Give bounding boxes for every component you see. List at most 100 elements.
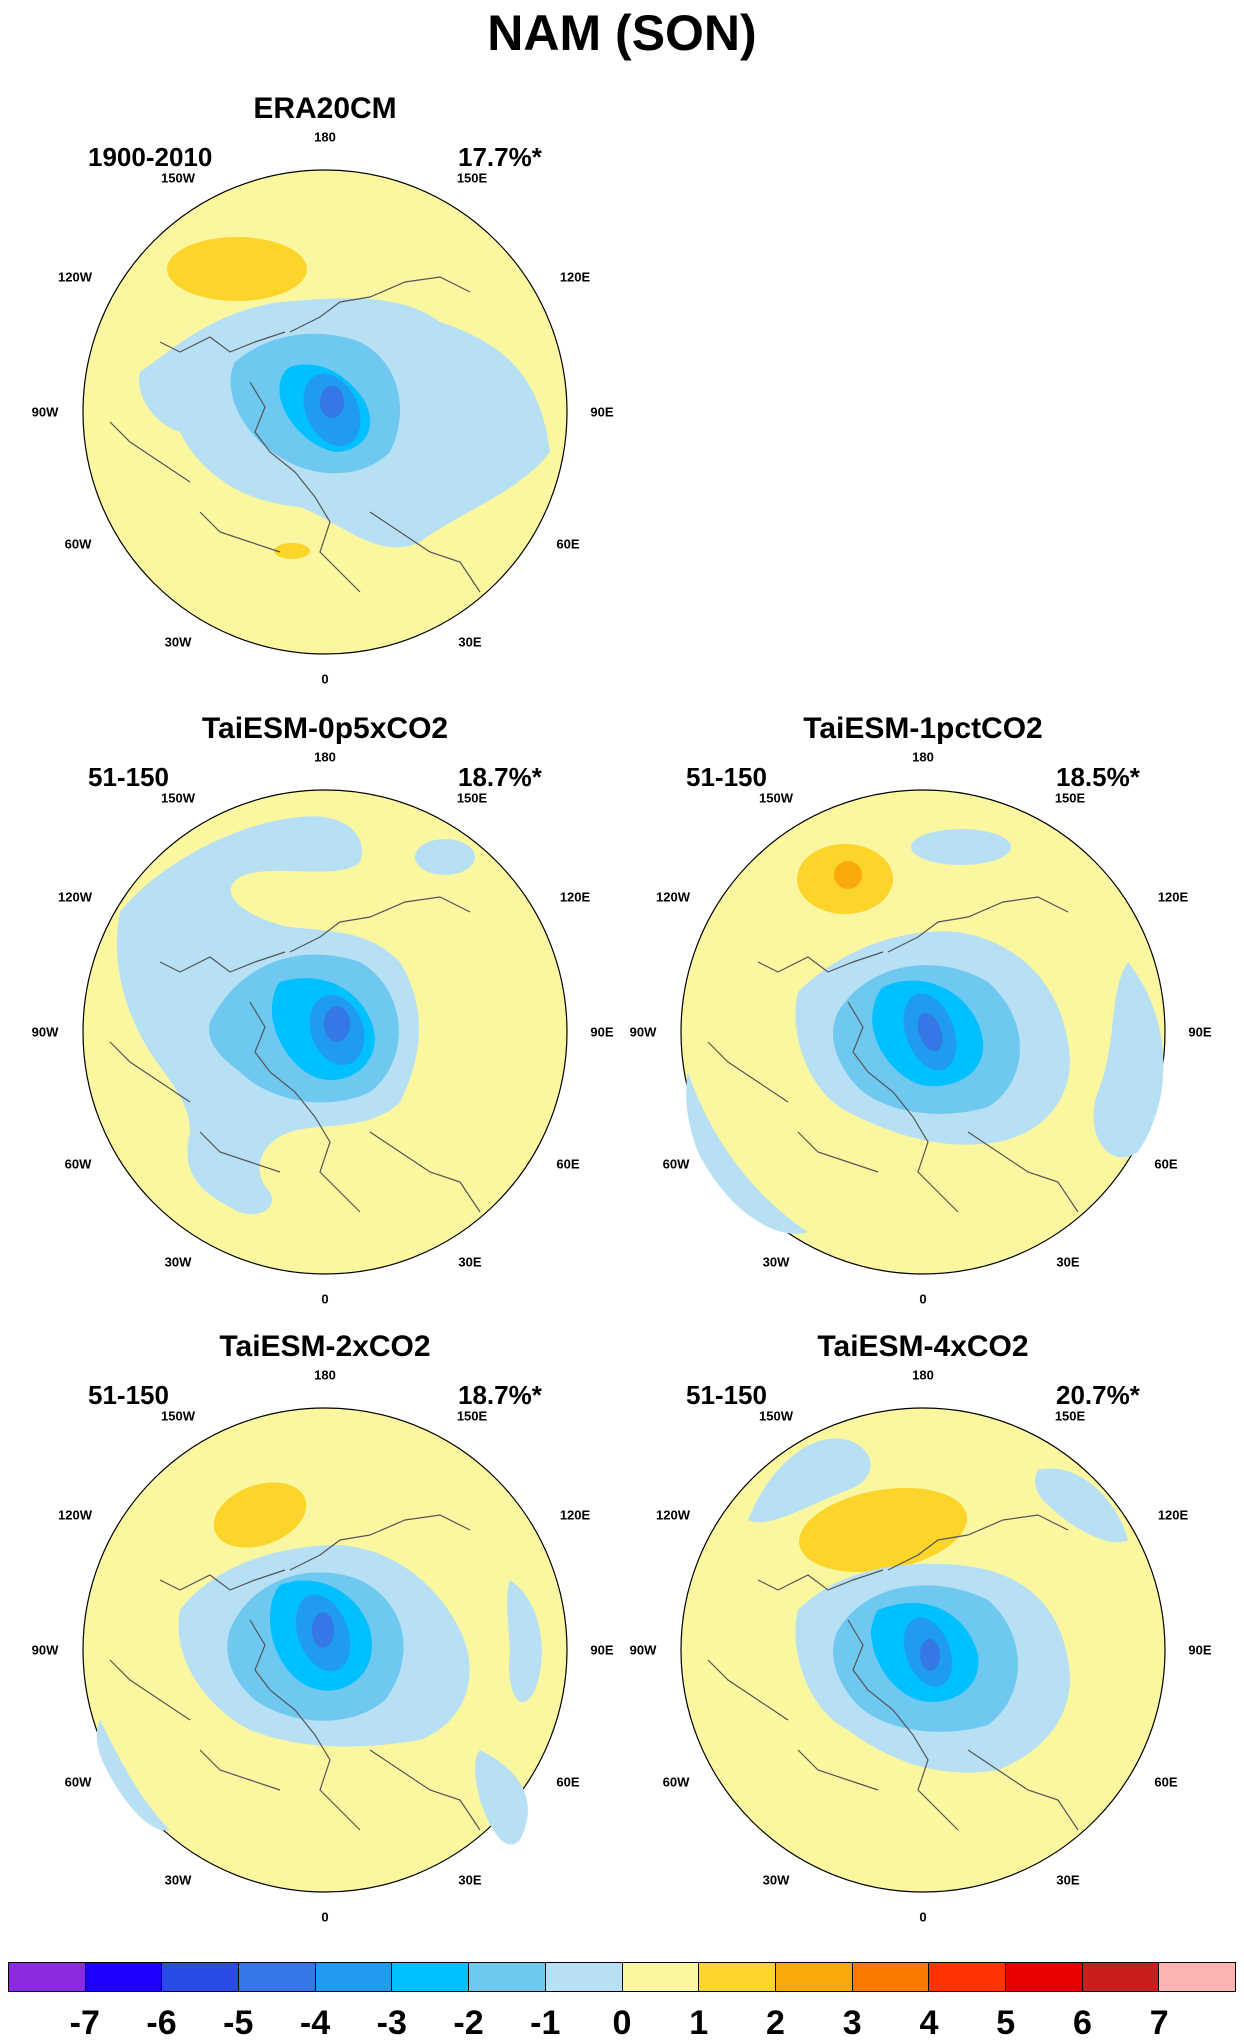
lon-label-30e: 30E: [1056, 1872, 1080, 1888]
lon-label-150w: 150W: [759, 790, 793, 806]
colorbar: [8, 1962, 1236, 1992]
lon-label-30w: 30W: [762, 1872, 790, 1888]
lon-label-60e: 60E: [556, 1774, 580, 1790]
lon-label-30w: 30W: [164, 1872, 192, 1888]
lon-label-30e: 30E: [1056, 1254, 1080, 1270]
panel-variance: 18.5%*: [1056, 762, 1140, 792]
lon-label-120w: 120W: [656, 1507, 690, 1523]
lon-label-120w: 120W: [656, 889, 690, 905]
lon-label-30w: 30W: [762, 1254, 790, 1270]
panel-era20cm: ERA20CM 1900-2010 17.7%* 180 150E 120E 9…: [32, 92, 614, 732]
lon-label-60e: 60E: [556, 536, 580, 552]
lon-label-90e: 90E: [1188, 1024, 1212, 1040]
lon-label-150w: 150W: [759, 1408, 793, 1424]
panel-title: TaiESM-2xCO2: [219, 1330, 431, 1363]
lon-label-0: 0: [321, 1909, 329, 1925]
polar-map: [82, 169, 568, 655]
colorbar-box: [469, 1963, 546, 1991]
lon-label-150w: 150W: [161, 170, 195, 186]
colorbar-box: [929, 1963, 1006, 1991]
lon-label-150e: 150E: [1054, 790, 1086, 806]
colorbar-box: [545, 1963, 623, 1991]
polar-map: [680, 1407, 1166, 1893]
colorbar-label: 1: [689, 2004, 709, 2042]
lon-label-120e: 120E: [559, 1507, 591, 1523]
colorbar-label: -4: [299, 2004, 331, 2042]
colorbar-label: 3: [842, 2004, 862, 2042]
panel-period: 51-150: [686, 1380, 767, 1410]
lon-label-120e: 120E: [1157, 889, 1189, 905]
lon-label-60w: 60W: [64, 1156, 92, 1172]
lon-label-120w: 120W: [58, 1507, 92, 1523]
lon-label-120e: 120E: [559, 889, 591, 905]
lon-label-180: 180: [314, 1367, 336, 1383]
lon-label-90e: 90E: [590, 1642, 614, 1658]
lon-label-30w: 30W: [164, 1254, 192, 1270]
panel-taiesm-4xco2: TaiESM-4xCO2 51-150 20.7%* 180 150E 120E…: [630, 1330, 1212, 1970]
colorbar-label: 4: [919, 2004, 939, 2042]
panel-variance: 18.7%*: [458, 762, 542, 792]
lon-label-150e: 150E: [456, 1408, 488, 1424]
panel-variance: 17.7%*: [458, 142, 542, 172]
lon-label-150e: 150E: [456, 170, 488, 186]
panel-variance: 20.7%*: [1056, 1380, 1140, 1410]
panel-title: TaiESM-0p5xCO2: [201, 712, 449, 745]
panel-taiesm-1pctco2: TaiESM-1pctCO2 51-150 18.5%* 180 150E 12…: [630, 712, 1212, 1352]
colorbar-box: [852, 1963, 930, 1991]
lon-label-60w: 60W: [64, 536, 92, 552]
colorbar-label: -6: [146, 2004, 177, 2042]
panel-taiesm-0p5xco2: TaiESM-0p5xCO2 51-150 18.7%* 180 150E 12…: [32, 712, 614, 1352]
lon-label-30e: 30E: [458, 1872, 482, 1888]
colorbar-label: 7: [1149, 2004, 1169, 2042]
lon-label-30e: 30E: [458, 1254, 482, 1270]
colorbar-box: [1159, 1963, 1235, 1991]
lon-label-150w: 150W: [161, 790, 195, 806]
lon-label-90w: 90W: [31, 404, 59, 420]
lon-label-180: 180: [912, 749, 934, 765]
colorbar-box: [699, 1963, 776, 1991]
lon-label-0: 0: [919, 1909, 927, 1925]
lon-label-90w: 90W: [31, 1642, 59, 1658]
panel-period: 51-150: [88, 762, 169, 792]
panel-title: TaiESM-4xCO2: [817, 1330, 1029, 1363]
lon-label-0: 0: [321, 671, 329, 687]
colorbar-box: [1082, 1963, 1160, 1991]
figure-title: NAM (SON): [487, 5, 757, 61]
colorbar-box: [392, 1963, 470, 1991]
colorbar-label: -1: [530, 2004, 561, 2042]
lon-label-60e: 60E: [1154, 1774, 1178, 1790]
colorbar-box: [9, 1963, 86, 1991]
lon-label-60w: 60W: [662, 1156, 690, 1172]
lon-label-120w: 120W: [58, 269, 92, 285]
lon-label-120e: 120E: [559, 269, 591, 285]
colorbar-label: 6: [1073, 2004, 1092, 2042]
lon-label-90w: 90W: [629, 1024, 657, 1040]
panel-period: 51-150: [686, 762, 767, 792]
lon-label-90w: 90W: [31, 1024, 59, 1040]
lon-label-30e: 30E: [458, 634, 482, 650]
lon-label-150e: 150E: [1054, 1408, 1086, 1424]
colorbar-label: -7: [69, 2004, 100, 2042]
colorbar-box: [775, 1963, 853, 1991]
lon-label-90e: 90E: [590, 404, 614, 420]
panel-taiesm-2xco2: TaiESM-2xCO2 51-150 18.7%* 180 150E 120E…: [32, 1330, 614, 1970]
colorbar-box: [85, 1963, 163, 1991]
lon-label-60e: 60E: [556, 1156, 580, 1172]
colorbar-label: -2: [453, 2004, 484, 2042]
lon-label-150e: 150E: [456, 790, 488, 806]
lon-label-120e: 120E: [1157, 1507, 1189, 1523]
colorbar-box: [239, 1963, 316, 1991]
panel-title: ERA20CM: [253, 92, 397, 125]
colorbar-label: 0: [612, 2004, 632, 2042]
lon-label-180: 180: [912, 1367, 934, 1383]
lon-label-180: 180: [314, 749, 336, 765]
lon-label-0: 0: [321, 1291, 329, 1307]
lon-label-60w: 60W: [662, 1774, 690, 1790]
lon-label-90e: 90E: [1188, 1642, 1212, 1658]
colorbar-label: -3: [376, 2004, 407, 2042]
colorbar-label: -5: [223, 2004, 254, 2042]
lon-label-60e: 60E: [1154, 1156, 1178, 1172]
colorbar-label: 5: [996, 2004, 1016, 2042]
colorbar-box: [315, 1963, 393, 1991]
lon-label-120w: 120W: [58, 889, 92, 905]
